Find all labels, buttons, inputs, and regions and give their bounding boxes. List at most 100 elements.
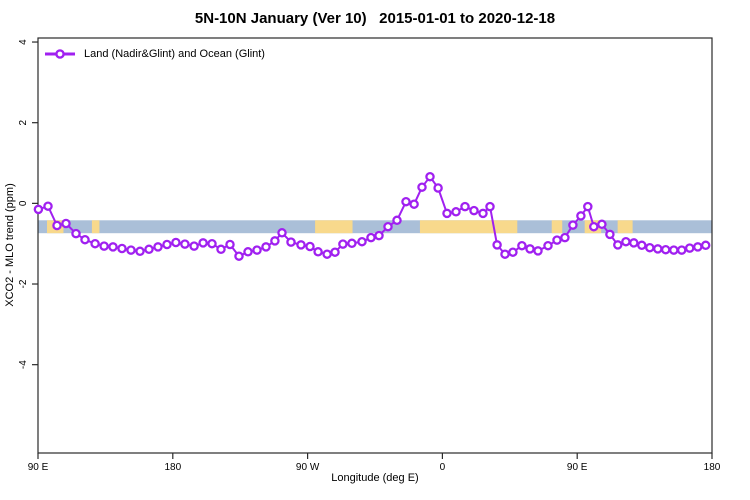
data-point [126,245,136,255]
data-point [108,242,118,252]
map-band-land-patch [91,220,100,234]
data-point [693,242,703,252]
y-tick-label: -2 [18,279,29,288]
data-point [52,220,62,231]
data-point [383,221,393,232]
data-point [613,240,623,250]
data-point [660,244,671,255]
y-tick-label: 2 [18,119,29,125]
data-point [517,240,527,251]
map-band-land-patch [617,220,633,234]
legend-label: Land (Nadir&Glint) and Ocean (Glint) [84,48,265,60]
data-point [492,240,502,250]
data-point [180,239,190,249]
data-point [451,207,461,217]
data-point [198,238,208,248]
data-point [216,244,226,255]
data-point [684,243,695,253]
data-point [296,240,306,250]
data-point [80,234,90,245]
data-point [171,237,181,248]
legend: Land (Nadir&Glint) and Ocean (Glint) [44,48,265,60]
data-point [144,244,154,255]
data-point [135,246,145,257]
data-point [460,201,470,212]
data-point [338,239,348,249]
data-point [442,208,452,219]
x-axis-title: Longitude (deg E) [331,472,419,484]
data-point [261,242,271,252]
data-point [433,183,443,193]
data-point [252,245,262,255]
data-point [33,204,44,215]
map-band-ocean [38,220,712,234]
data-point [637,240,647,251]
data-point [589,221,599,232]
x-tick-label: 90 W [296,462,320,473]
data-point [313,247,323,257]
data-point [61,218,71,229]
data-point [347,238,357,249]
data-point [225,239,235,250]
data-point [117,243,127,254]
x-tick-label: 180 [164,462,181,473]
data-point [605,229,615,240]
y-tick-label: 4 [18,39,29,45]
data-point [500,249,510,259]
data-point [153,242,163,252]
x-tick-label: 0 [440,462,446,473]
series-line [38,175,706,258]
data-point [43,201,53,211]
data-point [583,201,593,212]
data-point [322,249,332,259]
data-point [330,247,340,257]
data-point [576,211,586,221]
data-point [645,242,655,253]
data-point [469,205,479,216]
data-point [425,171,435,182]
data-point [305,241,315,252]
data-point [525,244,535,254]
data-point [478,208,488,219]
data-point [508,247,518,257]
map-band-land-patch [551,220,563,234]
data-point [568,220,578,230]
data-point [552,235,562,245]
data-point [401,196,411,207]
data-point [286,237,296,247]
data-point [676,245,687,255]
data-point [533,246,543,256]
data-point [366,232,376,243]
data-point [277,228,287,238]
plot-frame [37,37,713,454]
data-point [207,238,217,249]
data-point [189,241,199,251]
map-band-land-patch [315,220,353,234]
data-point [270,236,280,246]
y-tick-label: 0 [18,200,29,206]
x-tick-label: 90 E [28,462,49,473]
data-point [71,228,81,239]
map-band-land-patch [419,220,518,234]
data-point [543,240,553,251]
y-axis-title: XCO2 - MLO trend (ppm) [4,183,16,307]
data-point [243,247,253,257]
data-point [629,238,639,248]
data-point [392,215,402,226]
y-tick-label: -4 [18,360,29,369]
data-point [621,236,631,247]
data-point [485,201,495,212]
data-point [669,245,679,255]
data-point [357,236,367,247]
data-point [99,241,109,251]
x-tick-label: 90 E [567,462,588,473]
data-point [700,240,711,251]
data-point [90,238,100,249]
data-point [409,199,419,209]
x-tick-label: 180 [704,462,721,473]
legend-line-marker-icon [45,49,75,59]
data-point [417,182,427,192]
data-point [162,239,172,250]
